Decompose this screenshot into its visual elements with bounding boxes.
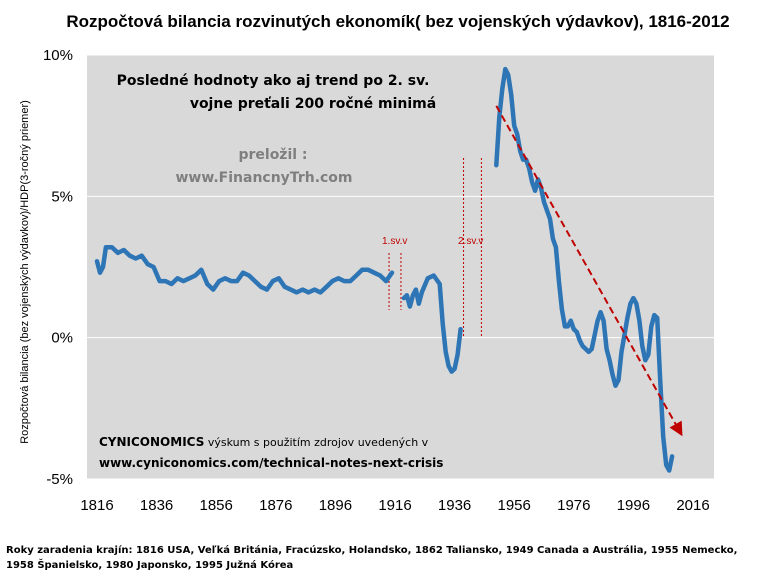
y-tick-label: 0% bbox=[51, 330, 73, 347]
credit-name: CYNICONOMICS bbox=[99, 435, 204, 449]
trend-line bbox=[495, 105, 683, 437]
x-tick-label: 1816 bbox=[80, 497, 113, 514]
x-tick-label: 1936 bbox=[438, 497, 471, 514]
x-tick-label: 1896 bbox=[319, 497, 352, 514]
series-line bbox=[401, 273, 463, 374]
y-tick-label: 10% bbox=[43, 47, 73, 64]
x-tick-label: 1876 bbox=[259, 497, 292, 514]
x-tick-label: 1856 bbox=[200, 497, 233, 514]
war-marker-label: 2.sv.v bbox=[458, 236, 483, 247]
footnote: Roky zaradenia krajín: 1816 USA, Veľká B… bbox=[6, 545, 738, 571]
y-axis-ticks: 10% 5% 0% -5% bbox=[43, 47, 73, 488]
x-tick-label: 1916 bbox=[378, 497, 411, 514]
translator-url: www.FinancnyTrh.com bbox=[175, 170, 352, 186]
war-marker-label: 1.sv.v bbox=[382, 236, 407, 247]
trend-arrow bbox=[495, 105, 683, 437]
credit-url: www.cyniconomics.com/technical-notes-nex… bbox=[99, 456, 443, 470]
chart-title: Rozpočtová bilancia rozvinutých ekonomík… bbox=[66, 12, 729, 31]
gridlines bbox=[87, 54, 714, 480]
translator-label: preložil : bbox=[238, 147, 307, 163]
war-markers: 1.sv.v 2.sv.v bbox=[382, 158, 483, 337]
credit-text: výskum s použitím zdrojov uvedených v bbox=[204, 436, 428, 449]
x-tick-label: 2016 bbox=[676, 497, 709, 514]
x-tick-label: 1976 bbox=[557, 497, 590, 514]
x-tick-label: 1836 bbox=[140, 497, 173, 514]
credit-line: CYNICONOMICS výskum s použitím zdrojov u… bbox=[99, 435, 429, 449]
y-tick-label: -5% bbox=[46, 471, 73, 488]
series-line bbox=[94, 244, 395, 295]
y-axis-label: Rozpočtová bilancia (bez vojenských výda… bbox=[19, 100, 31, 444]
x-tick-label: 1996 bbox=[617, 497, 650, 514]
x-tick-label: 1956 bbox=[498, 497, 531, 514]
headline-line-1: Posledné hodnoty ako aj trend po 2. sv. bbox=[117, 73, 430, 89]
budget-balance-chart: Rozpočtová bilancia rozvinutých ekonomík… bbox=[19, 12, 730, 514]
y-tick-label: 5% bbox=[51, 188, 73, 205]
headline-line-2: vojne preťali 200 ročné minimá bbox=[190, 96, 436, 112]
x-axis-ticks: 1816 1836 1856 1876 1896 1916 1936 1956 1976 1996… bbox=[80, 497, 709, 514]
